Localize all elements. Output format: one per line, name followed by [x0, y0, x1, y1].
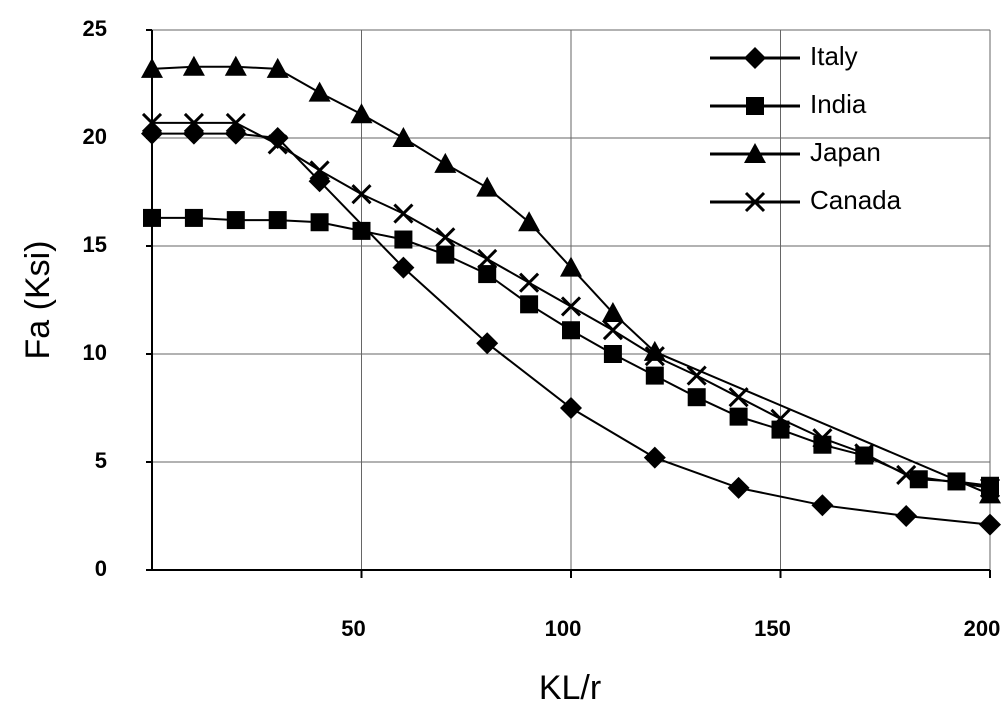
legend-label: Japan: [810, 137, 881, 167]
marker: [979, 477, 1001, 498]
marker: [812, 428, 833, 449]
marker: [392, 256, 415, 279]
marker: [727, 476, 750, 499]
marker: [854, 443, 875, 464]
x-axis-label: KL/r: [539, 669, 601, 707]
y-tick-label: 25: [83, 16, 107, 41]
x-tick-label: 200: [964, 616, 1001, 641]
marker: [267, 134, 288, 155]
marker: [560, 296, 582, 317]
marker: [644, 346, 665, 367]
x-tick-label: 50: [341, 616, 365, 641]
marker: [895, 505, 918, 527]
series-line: [152, 121, 991, 489]
x-tick-label: 100: [545, 616, 582, 641]
marker: [266, 57, 289, 78]
marker: [518, 211, 541, 232]
marker: [476, 176, 499, 197]
marker: [519, 272, 540, 293]
marker: [643, 446, 666, 469]
marker: [351, 184, 372, 205]
marker: [184, 208, 203, 227]
marker: [643, 340, 666, 361]
marker: [182, 122, 205, 145]
marker: [602, 320, 623, 341]
marker: [729, 407, 748, 426]
marker: [979, 483, 1001, 504]
marker: [476, 332, 499, 355]
marker: [394, 230, 413, 249]
y-tick-label: 0: [95, 556, 107, 581]
marker: [224, 122, 247, 145]
marker: [393, 203, 414, 224]
marker: [143, 208, 161, 227]
marker: [141, 112, 163, 133]
marker: [226, 211, 245, 230]
legend-marker: [744, 191, 766, 213]
marker: [560, 256, 582, 277]
marker: [728, 387, 749, 408]
marker: [141, 122, 163, 145]
series-line: [151, 65, 991, 496]
marker: [560, 397, 582, 419]
marker: [896, 464, 917, 486]
legend-marker: [744, 47, 766, 69]
marker: [435, 227, 456, 248]
marker: [352, 221, 371, 240]
legend-label: India: [810, 89, 867, 119]
marker: [225, 112, 246, 133]
marker: [434, 152, 457, 173]
y-tick-label: 10: [83, 340, 107, 365]
marker: [477, 248, 498, 270]
marker: [770, 408, 791, 429]
y-axis-label: Fa (Ksi): [19, 241, 57, 360]
marker: [645, 366, 664, 385]
legend-marker: [744, 143, 766, 163]
marker: [687, 388, 706, 407]
marker: [562, 321, 580, 340]
legend-marker: [746, 97, 764, 115]
marker: [310, 213, 329, 232]
y-tick-label: 15: [83, 232, 107, 257]
y-tick-label: 20: [83, 124, 107, 149]
marker: [478, 265, 497, 284]
marker: [224, 55, 247, 76]
marker: [141, 57, 163, 78]
marker: [811, 494, 834, 517]
x-tick-label: 150: [754, 616, 791, 641]
marker: [436, 245, 455, 264]
marker: [183, 112, 204, 133]
marker: [686, 365, 707, 386]
legend-label: Italy: [810, 41, 858, 71]
marker: [979, 513, 1001, 536]
marker: [392, 127, 415, 147]
marker: [947, 472, 966, 491]
marker: [308, 81, 331, 102]
marker: [309, 160, 330, 181]
marker: [350, 103, 373, 124]
legend-label: Canada: [810, 185, 902, 215]
marker: [268, 211, 287, 230]
marker: [601, 301, 624, 322]
y-tick-label: 5: [95, 448, 107, 473]
marker: [603, 345, 622, 363]
marker: [520, 295, 539, 314]
marker: [266, 127, 289, 149]
marker: [182, 55, 205, 76]
